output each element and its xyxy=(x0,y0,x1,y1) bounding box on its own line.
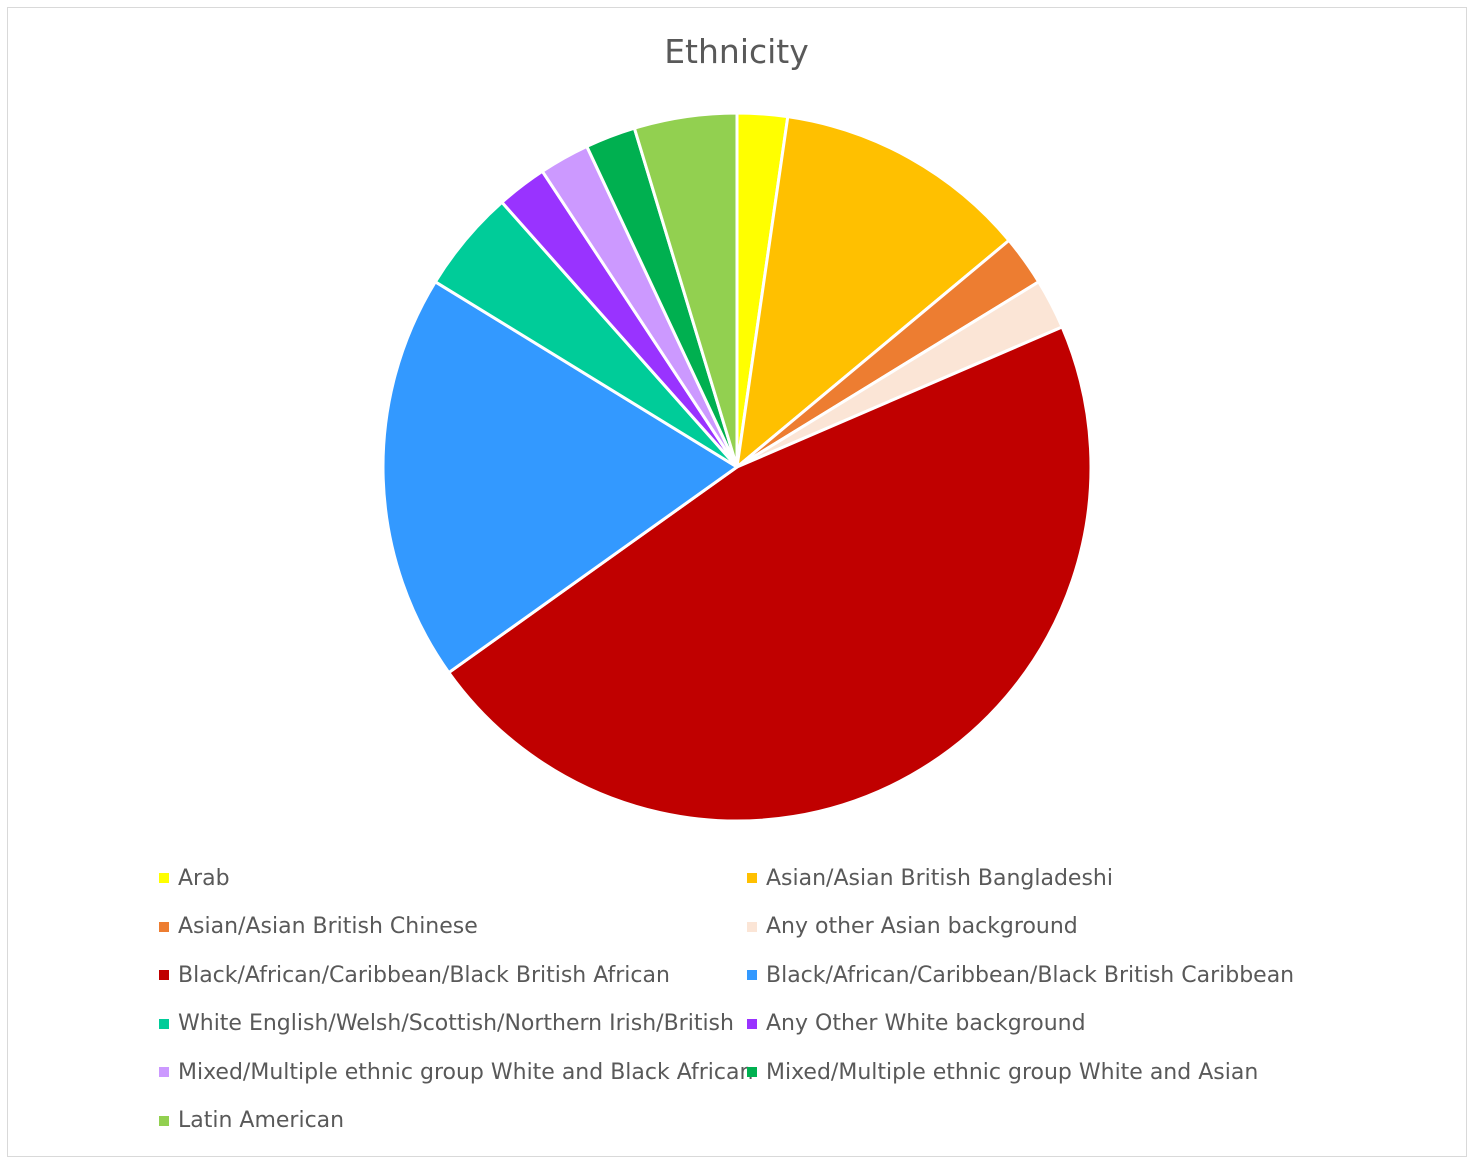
chart-title: Ethnicity xyxy=(664,32,809,71)
legend-item: White English/Welsh/Scottish/Northern Ir… xyxy=(159,1009,734,1039)
pie-slice-6 xyxy=(381,280,739,675)
legend-label: Asian/Asian British Bangladeshi xyxy=(766,865,1113,891)
legend-item: Mixed/Multiple ethnic group White and As… xyxy=(747,1057,1258,1087)
legend-swatch xyxy=(747,921,757,932)
pie-slice-2 xyxy=(735,115,1011,469)
legend-swatch xyxy=(747,970,757,980)
legend-swatch xyxy=(159,970,169,980)
legend-label: Mixed/Multiple ethnic group White and As… xyxy=(766,1059,1259,1085)
legend-item: Latin American xyxy=(159,1106,344,1136)
legend-label: Any other Asian background xyxy=(766,914,1078,939)
legend-label: Black/African/Caribbean/Black British Af… xyxy=(178,962,670,988)
legend-swatch xyxy=(159,1115,169,1126)
legend-item: Black/African/Caribbean/Black British Af… xyxy=(159,960,670,990)
legend-item: Any other Asian background xyxy=(747,912,1078,942)
legend-swatch xyxy=(159,1018,169,1029)
legend-item: Any Other White background xyxy=(747,1009,1086,1039)
legend-item: Black/African/Caribbean/Black British Ca… xyxy=(747,960,1294,990)
legend-swatch xyxy=(159,1067,169,1077)
legend-label: White English/Welsh/Scottish/Northern Ir… xyxy=(178,1011,734,1036)
pie-slice-11 xyxy=(632,111,739,469)
legend-label: Latin American xyxy=(178,1108,345,1133)
legend-label: Arab xyxy=(178,865,230,891)
legend-item: Mixed/Multiple ethnic group White and Bl… xyxy=(159,1057,753,1087)
legend-item: Arab xyxy=(159,863,230,893)
legend-label: Any Other White background xyxy=(766,1011,1086,1036)
legend-label: Black/African/Caribbean/Black British Ca… xyxy=(766,962,1295,988)
legend-swatch xyxy=(747,873,757,883)
legend-label: Asian/Asian British Chinese xyxy=(178,914,478,939)
pie-slice-5 xyxy=(447,325,1093,823)
legend-item: Asian/Asian British Bangladeshi xyxy=(747,863,1113,893)
legend-swatch xyxy=(159,873,169,883)
legend-swatch xyxy=(159,921,169,932)
legend-item: Asian/Asian British Chinese xyxy=(159,912,478,942)
legend-swatch xyxy=(747,1018,757,1029)
legend-swatch xyxy=(747,1067,757,1077)
legend-label: Mixed/Multiple ethnic group White and Bl… xyxy=(178,1059,754,1085)
